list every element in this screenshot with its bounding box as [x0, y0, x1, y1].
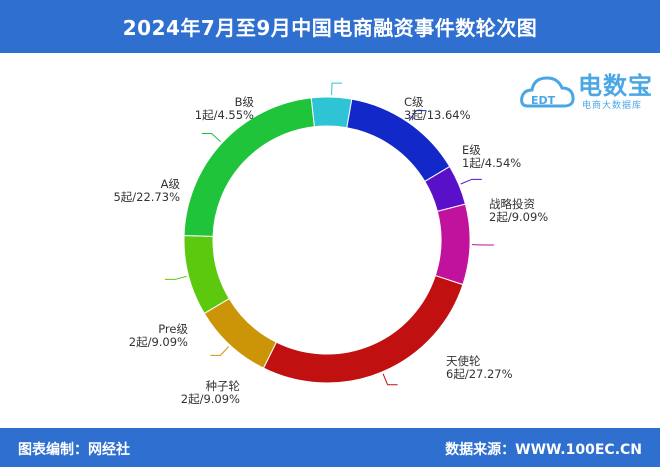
slice-label-pre-pct: 9.09% — [151, 335, 188, 349]
donut-slice-a — [183, 97, 315, 237]
slice-label-seed-pct: 9.09% — [203, 392, 240, 406]
leader-line-angel — [382, 373, 398, 386]
slice-label-e-name: E级 — [462, 143, 481, 157]
slice-label-b-pct: 4.55% — [217, 108, 254, 122]
leader-line-b — [331, 82, 342, 96]
donut-slice-strategic — [434, 203, 471, 286]
donut-slice-angel — [262, 274, 464, 384]
slice-label-a-pct: 22.73% — [136, 190, 180, 204]
logo-subtitle: 电商大数据库 — [582, 101, 643, 111]
chart-title: 2024年7月至9月中国电商融资事件数轮次图 — [122, 16, 538, 40]
donut-slice-b — [310, 96, 353, 129]
slice-label-seed-name: 种子轮 — [205, 379, 241, 393]
slice-label-seed: 种子轮 2起/9.09% — [160, 380, 240, 406]
leader-line-pre — [165, 275, 187, 280]
slice-label-angel-pct: 27.27% — [468, 367, 513, 381]
slice-label-c-pct: 13.64% — [426, 108, 471, 122]
footer-source: 数据来源：WWW.100EC.CN — [445, 442, 642, 458]
slice-label-pre-count: 2起 — [128, 335, 148, 349]
chart-header: 2024年7月至9月中国电商融资事件数轮次图 — [0, 0, 660, 53]
leader-line-e — [460, 178, 482, 185]
slice-label-b: B级 1起/4.55% — [194, 95, 254, 122]
slice-label-angel-name: 天使轮 — [446, 354, 481, 368]
leader-line-a — [201, 132, 221, 142]
logo-name: 电数宝 — [578, 72, 653, 100]
slice-label-e: E级 1起/4.54% — [462, 144, 542, 170]
slice-label-a-name: A级 — [160, 177, 180, 191]
logo-badge: EDT — [531, 94, 556, 107]
cloud-logo-icon: EDT — [520, 76, 575, 108]
slice-label-pre: Pre级 2起/9.09% — [108, 323, 188, 349]
donut-slice-seed — [203, 297, 278, 369]
slice-label-a: A级 5起/22.73% — [100, 178, 180, 204]
slice-label-e-count: 1起 — [462, 156, 481, 170]
brand-logo: EDT 电数宝 电商大数据库 — [520, 62, 655, 117]
slice-label-pre-name: Pre级 — [158, 322, 188, 336]
slice-label-strategic-pct: 9.09% — [511, 210, 549, 224]
slice-label-a-count: 5起 — [113, 190, 133, 204]
slice-label-e-pct: 4.54% — [484, 156, 522, 170]
slice-label-c-name: C级 — [404, 95, 424, 109]
slice-label-strategic-name: 战略投资 — [489, 197, 535, 211]
slice-label-b-count: 1起 — [194, 108, 214, 122]
donut-slice-pre — [183, 234, 230, 315]
slice-label-seed-count: 2起 — [180, 392, 200, 406]
slice-label-angel-count: 6起 — [446, 367, 465, 381]
chart-footer: 图表编制：网经社 数据来源：WWW.100EC.CN — [0, 428, 660, 467]
slice-label-strategic: 战略投资 2起/9.09% — [489, 198, 569, 224]
slice-label-c: C级 3起/13.64% — [404, 96, 484, 122]
leader-line-seed — [210, 346, 229, 356]
slice-label-b-name: B级 — [234, 95, 254, 109]
leader-line-c — [408, 110, 427, 121]
slice-label-c-count: 3起 — [404, 108, 423, 122]
slice-label-strategic-count: 2起 — [489, 210, 508, 224]
footer-credit: 图表编制：网经社 — [18, 442, 130, 458]
slice-label-angel: 天使轮 6起/27.27% — [446, 355, 526, 381]
